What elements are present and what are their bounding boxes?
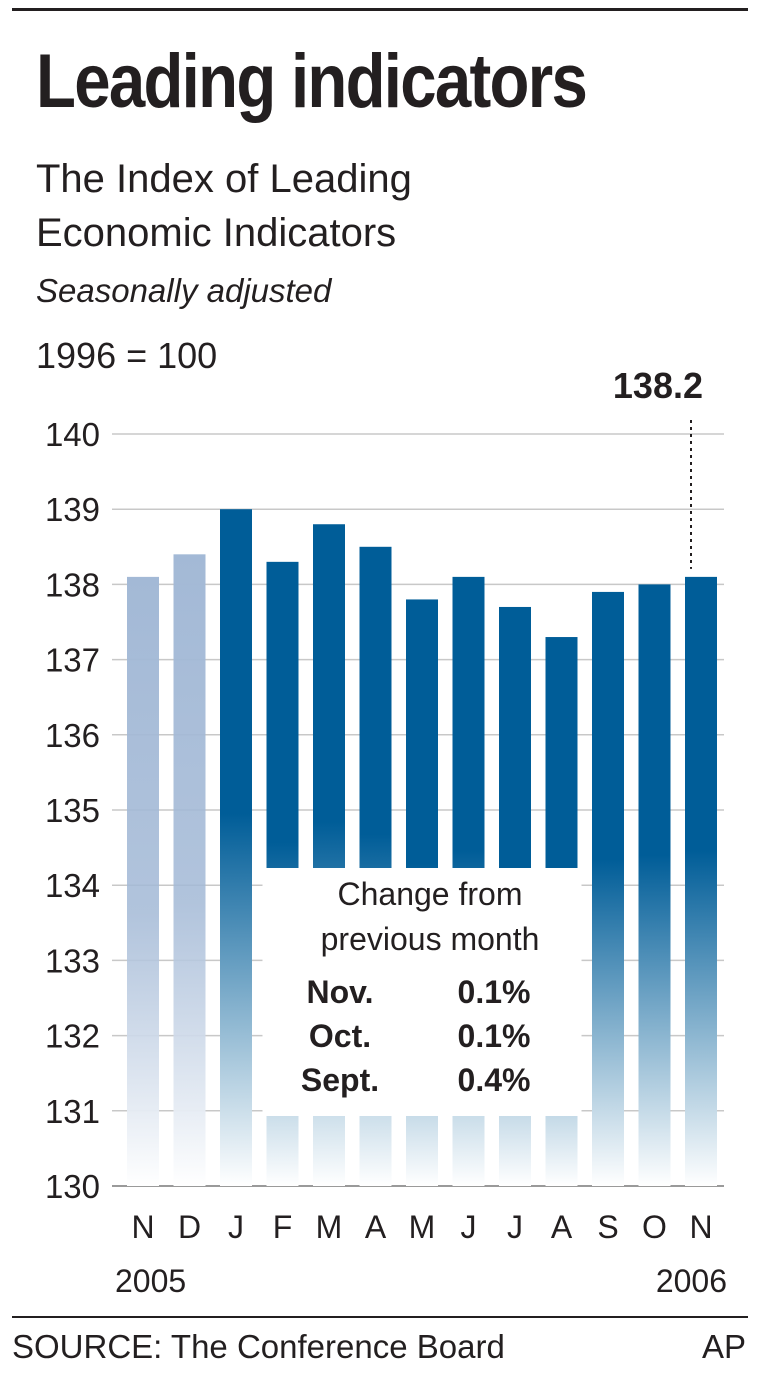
seasonal-note: Seasonally adjusted <box>36 272 332 309</box>
inset-month: Nov. <box>307 974 374 1010</box>
x-tick-label: J <box>228 1209 244 1245</box>
bar-10 <box>592 591 624 1186</box>
y-tick-label: 135 <box>45 792 100 829</box>
y-tick-label: 140 <box>45 416 100 453</box>
base-year-note: 1996 = 100 <box>36 335 218 376</box>
bar-11 <box>638 584 671 1186</box>
year-label: 2005 <box>115 1263 186 1299</box>
y-axis-ticks: 130 131 132 133 134 135 136 137 138 139 140 <box>45 416 100 1205</box>
x-tick-label: A <box>365 1209 387 1245</box>
inset-panel <box>262 868 582 1116</box>
x-tick-label: O <box>642 1209 667 1245</box>
inset-value: 0.1% <box>458 1018 531 1054</box>
x-tick-label: S <box>597 1209 618 1245</box>
change-inset: Change from previous month Nov. 0.1% Oct. 0.1… <box>262 868 582 1116</box>
y-tick-label: 131 <box>45 1093 100 1130</box>
bar-12 <box>685 576 717 1186</box>
bottom-rule <box>12 1316 748 1318</box>
x-tick-label: D <box>178 1209 201 1245</box>
bar-1 <box>173 554 206 1186</box>
y-tick-label: 137 <box>45 642 100 679</box>
top-rule <box>12 8 748 11</box>
inset-title-line1: Change from <box>338 876 523 912</box>
bar-0 <box>127 576 159 1186</box>
y-tick-label: 130 <box>45 1168 100 1205</box>
y-tick-label: 134 <box>45 867 100 904</box>
year-label: 2006 <box>656 1263 727 1299</box>
bar-2 <box>220 509 252 1186</box>
y-tick-label: 138 <box>45 566 100 603</box>
chart-title: Leading indicators <box>36 39 588 124</box>
x-tick-label: N <box>131 1209 154 1245</box>
source-line: SOURCE: The Conference Board <box>12 1328 505 1365</box>
inset-title-line2: previous month <box>321 921 540 957</box>
y-tick-label: 136 <box>45 717 100 754</box>
x-tick-label: J <box>461 1209 477 1245</box>
x-tick-label: J <box>507 1209 523 1245</box>
chart-subtitle: The Index of Leading Economic Indicators <box>36 157 412 255</box>
x-tick-label: F <box>273 1209 293 1245</box>
y-tick-label: 133 <box>45 942 100 979</box>
x-tick-label: M <box>316 1209 343 1245</box>
highlight-value-label: 138.2 <box>613 365 703 406</box>
x-tick-label: A <box>551 1209 573 1245</box>
inset-month: Oct. <box>309 1018 371 1054</box>
x-tick-label: N <box>689 1209 712 1245</box>
credit-line: AP <box>701 1328 746 1365</box>
x-tick-label: M <box>409 1209 436 1245</box>
inset-value: 0.4% <box>458 1062 531 1098</box>
inset-value: 0.1% <box>458 974 531 1010</box>
y-tick-label: 139 <box>45 491 100 528</box>
y-tick-label: 132 <box>45 1018 100 1055</box>
highlight-annotation: 138.2 <box>613 365 703 569</box>
inset-month: Sept. <box>301 1062 379 1098</box>
